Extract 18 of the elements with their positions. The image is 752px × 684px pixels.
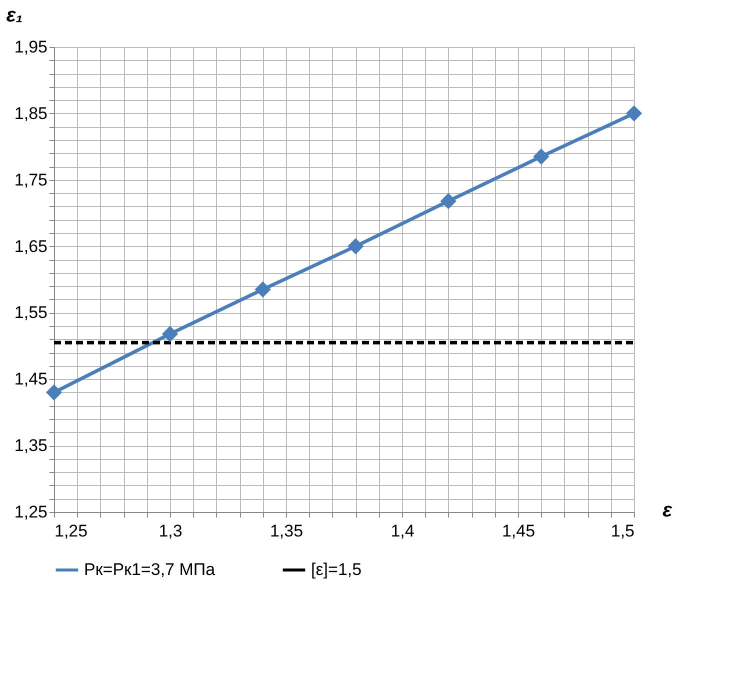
x-tick-label: 1,35 — [270, 522, 304, 540]
y-tick-label: 1,75 — [14, 170, 48, 190]
y-tick-label: 1,35 — [14, 436, 48, 456]
y-tick-label: 1,95 — [14, 38, 48, 56]
y-axis-title: ε₁ — [6, 4, 23, 26]
y-tick-label: 1,55 — [14, 303, 48, 322]
y-tick-label: 1,25 — [14, 502, 48, 522]
y-tick-label: 1,65 — [14, 236, 48, 256]
legend-label: [ε]=1,5 — [311, 560, 362, 579]
x-tick-label: 1,5 — [610, 522, 634, 540]
x-tick-label: 1,4 — [390, 522, 414, 540]
x-tick-label: 1,25 — [54, 522, 88, 540]
y-tick-label: 1,45 — [14, 370, 48, 389]
x-tick-label: 1,3 — [158, 522, 182, 540]
y-tick-label: 1,85 — [14, 104, 48, 123]
legend-label: Рк=Рк1=3,7 МПа — [84, 560, 216, 579]
x-axis-title: ε — [662, 500, 672, 522]
x-tick-label: 1,45 — [502, 522, 536, 540]
